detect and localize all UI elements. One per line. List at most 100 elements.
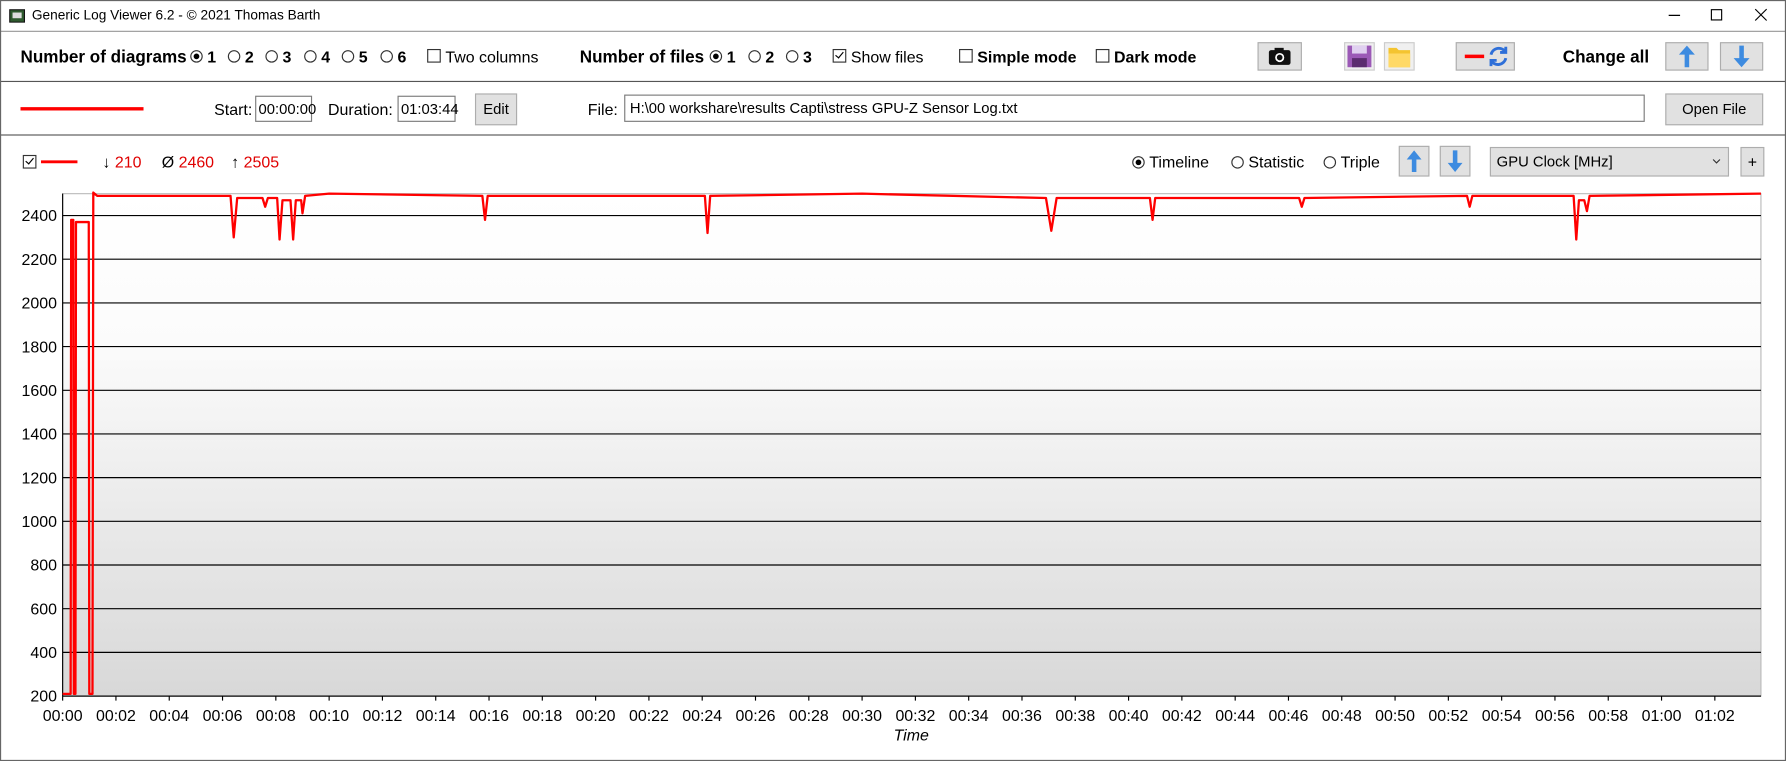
stat-value: 210: [114, 152, 142, 171]
checkbox-label[interactable]: Show files: [850, 47, 924, 67]
x-tick-label: 00:18: [522, 708, 562, 725]
x-tick-label: 00:50: [1375, 708, 1415, 725]
file-bar: Start: 00:00:00 Duration: 01:03:44 Edit …: [0, 82, 1786, 136]
radio[interactable]: [709, 50, 723, 63]
stat-symbol: ↓: [102, 152, 111, 171]
start-label: Start:: [214, 100, 253, 119]
radio-label[interactable]: 5: [358, 47, 368, 67]
x-tick-label: 00:06: [203, 708, 243, 725]
radio[interactable]: [1132, 156, 1145, 169]
move-down-button[interactable]: [1719, 42, 1764, 71]
x-axis-title: Time: [894, 727, 929, 744]
radio-label[interactable]: Triple: [1340, 152, 1380, 171]
y-tick-label: 600: [30, 601, 57, 618]
open-file-button[interactable]: Open File: [1665, 93, 1764, 126]
save-icon: [1347, 45, 1372, 68]
open-button[interactable]: [1383, 42, 1415, 71]
radio-label[interactable]: 3: [803, 47, 812, 67]
x-tick-label: 00:28: [789, 708, 829, 725]
up-arrow: [1406, 150, 1422, 173]
toolbar: Number of diagrams 1 2 3 4 5 6 Two colum…: [0, 32, 1786, 83]
app-icon: [9, 9, 26, 23]
stat-min: ↓ 210: [103, 153, 142, 171]
screenshot-button[interactable]: [1257, 42, 1302, 71]
window-controls[interactable]: [1652, 0, 1786, 32]
x-tick-label: 00:24: [682, 708, 722, 725]
series-checkbox[interactable]: [22, 154, 37, 169]
camera-icon: [1268, 47, 1291, 65]
edit-button[interactable]: Edit: [474, 93, 518, 126]
radio-label[interactable]: 2: [765, 47, 775, 67]
x-tick-label: 00:54: [1482, 708, 1522, 725]
duration-input[interactable]: 01:03:44: [397, 95, 459, 122]
add-chart-button[interactable]: +: [1740, 146, 1765, 177]
x-tick-label: 00:10: [309, 708, 349, 725]
x-tick-label: 00:26: [736, 708, 776, 725]
radio-label[interactable]: 6: [397, 47, 407, 67]
radio-label[interactable]: 2: [244, 47, 254, 67]
folder-icon: [1388, 47, 1411, 68]
radio[interactable]: [785, 50, 799, 63]
checkbox-label[interactable]: Two columns: [445, 47, 539, 67]
checkbox[interactable]: [832, 48, 847, 63]
duration-label: Duration:: [328, 100, 393, 119]
down-arrow: [1447, 150, 1463, 173]
y-tick-label: 200: [30, 689, 57, 706]
y-tick-label: 1600: [21, 383, 57, 400]
x-tick-label: 00:58: [1588, 708, 1628, 725]
series-line: [62, 191, 1761, 696]
radio-label[interactable]: Timeline: [1149, 152, 1209, 171]
start-input[interactable]: 00:00:00: [255, 95, 316, 122]
close[interactable]: [1754, 8, 1768, 21]
stat-symbol: ↑: [231, 152, 240, 171]
radio-label[interactable]: 1: [207, 47, 217, 67]
radio-label[interactable]: 4: [321, 47, 331, 67]
up-arrow: [1678, 45, 1695, 68]
radio[interactable]: [341, 50, 355, 63]
stat-max: ↑ 2505: [231, 153, 279, 171]
series-color-line[interactable]: [20, 106, 146, 112]
radio[interactable]: [380, 50, 393, 63]
checkbox[interactable]: [427, 48, 441, 63]
radio-label[interactable]: 3: [282, 47, 292, 67]
x-tick-label: 00:42: [1162, 708, 1202, 725]
channel-select[interactable]: GPU Clock [MHz]: [1489, 146, 1730, 177]
save-button[interactable]: [1344, 42, 1375, 71]
x-tick-label: 00:20: [576, 708, 616, 725]
checkbox-label[interactable]: Dark mode: [1113, 47, 1197, 67]
move-up-button[interactable]: [1665, 42, 1709, 71]
x-tick-label: 01:00: [1642, 708, 1682, 725]
radio[interactable]: [1231, 156, 1244, 169]
x-tick-label: 00:12: [362, 708, 402, 725]
radio-label[interactable]: Statistic: [1248, 152, 1305, 171]
y-tick-label: 2000: [21, 296, 57, 313]
x-tick-label: 00:46: [1269, 708, 1309, 725]
color-sync-button[interactable]: [1455, 42, 1515, 71]
checkbox[interactable]: [1095, 48, 1110, 63]
checkbox-label[interactable]: Simple mode: [977, 47, 1077, 67]
x-tick-label: 00:30: [842, 708, 882, 725]
sync-icon: [1464, 46, 1508, 67]
x-tick-label: 00:44: [1215, 708, 1255, 725]
file-label: File:: [587, 100, 618, 119]
x-tick-label: 00:56: [1535, 708, 1575, 725]
chart-up-button[interactable]: [1398, 145, 1430, 177]
radio[interactable]: [304, 50, 317, 63]
maximize[interactable]: [1710, 9, 1723, 21]
x-tick-label: 00:48: [1322, 708, 1362, 725]
radio[interactable]: [748, 50, 761, 63]
change-all-label: Change all: [1562, 47, 1650, 68]
chart-down-button[interactable]: [1439, 145, 1471, 177]
radio[interactable]: [1323, 156, 1337, 169]
file-input[interactable]: H:\00 workshare\results Capti\stress GPU…: [624, 94, 1645, 122]
x-tick-label: 00:08: [256, 708, 296, 725]
radio[interactable]: [190, 50, 203, 63]
radio[interactable]: [227, 50, 241, 63]
radio[interactable]: [265, 50, 278, 63]
chart-header: ↓ 210 Ø 2460 ↑ 2505 Timeline Statistic T…: [0, 136, 1786, 182]
y-tick-label: 400: [30, 645, 57, 662]
x-tick-label: 00:36: [1002, 708, 1042, 725]
checkbox[interactable]: [959, 48, 973, 63]
radio-label[interactable]: 1: [726, 47, 736, 67]
